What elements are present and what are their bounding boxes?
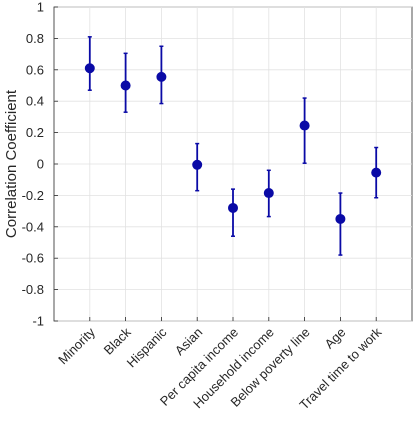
data-point <box>299 120 310 131</box>
data-point <box>84 63 95 74</box>
data-point <box>371 167 382 178</box>
data-point <box>228 202 238 213</box>
x-tick-label: Asian <box>172 325 206 359</box>
x-tick-label: Hispanic <box>124 324 170 370</box>
y-tick-label: 0.4 <box>26 94 44 109</box>
y-tick-label: -0.2 <box>22 188 44 203</box>
y-axis-label: Correlation Coefficient <box>3 89 20 238</box>
x-tick-label: Black <box>101 324 134 357</box>
x-tick-label: Age <box>322 325 349 352</box>
y-tick-label: -0.8 <box>22 282 44 297</box>
data-point <box>192 159 203 170</box>
y-tick-label: 1 <box>37 0 44 15</box>
data-point <box>120 80 131 91</box>
y-axis-ticks: -1 -0.8 -0.6 -0.4 -0.2 0 0.2 0.4 0.6 0.8 1 <box>22 0 58 329</box>
y-tick-label: 0 <box>37 157 44 172</box>
x-tick-label: Minority <box>55 324 98 367</box>
data-point <box>263 188 274 199</box>
y-tick-label: 0.2 <box>26 125 44 140</box>
y-tick-label: -1 <box>32 314 44 329</box>
y-tick-label: 0.8 <box>26 31 44 46</box>
data-points <box>84 63 382 224</box>
y-tick-label: 0.6 <box>26 62 44 77</box>
data-point <box>335 213 346 224</box>
y-tick-label: -0.6 <box>22 251 44 266</box>
y-tick-label: -0.4 <box>22 219 44 234</box>
data-point <box>156 71 167 82</box>
